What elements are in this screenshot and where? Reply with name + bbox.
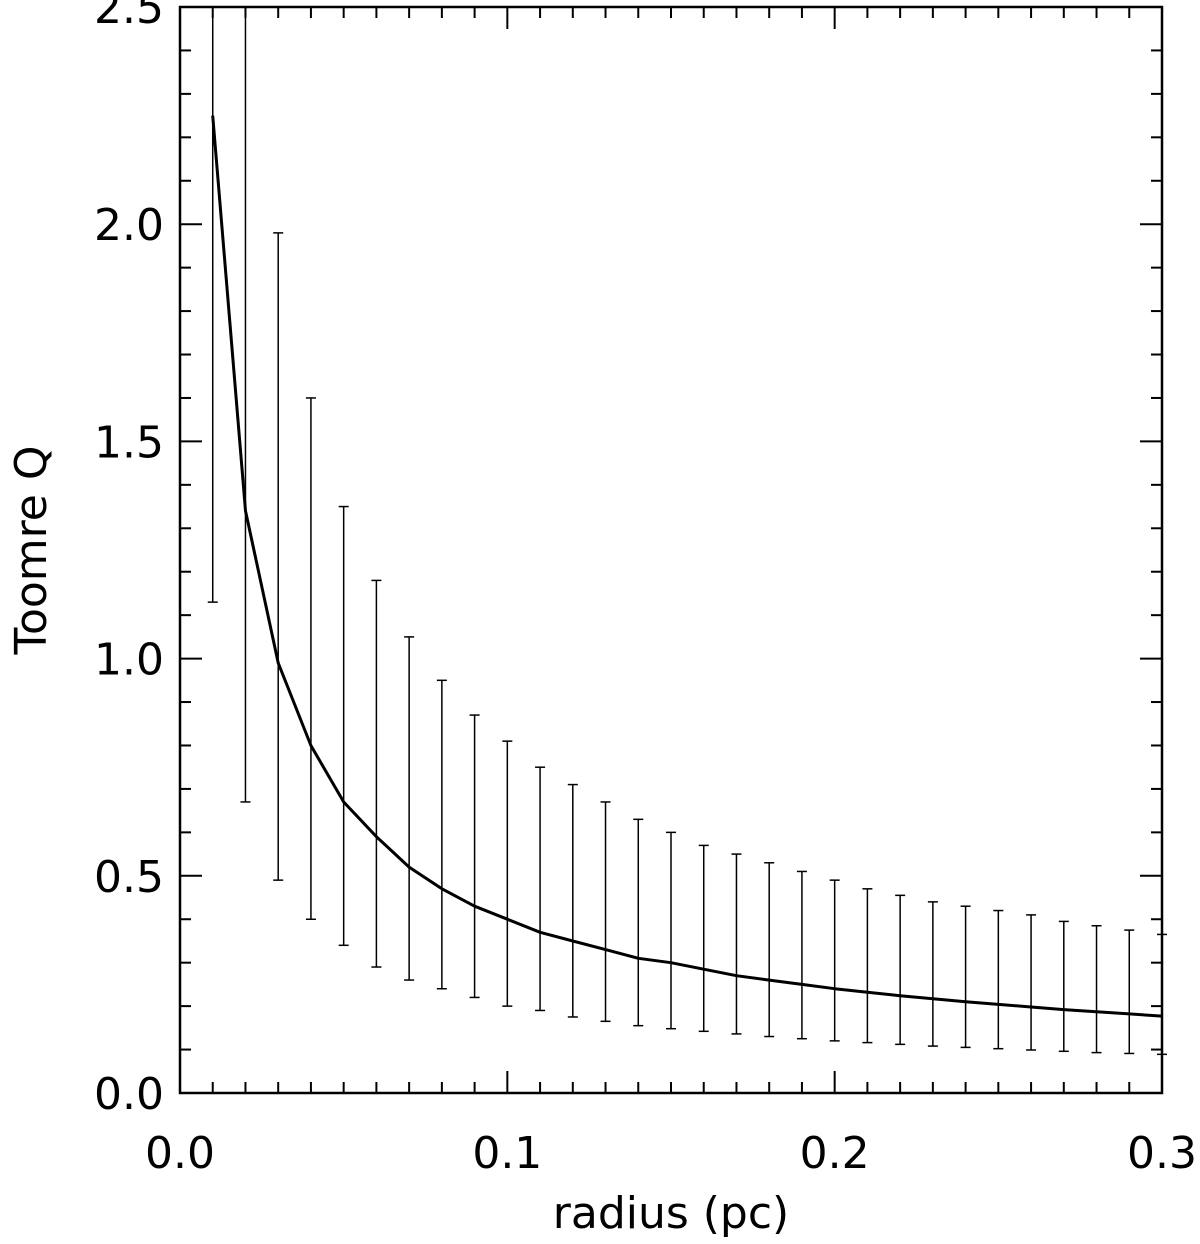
x-tick-label: 0.0 [145,1128,215,1179]
y-tick-labels: 0.0 0.5 1.0 1.5 2.0 2.5 [94,0,164,1120]
y-tick-label: 1.5 [94,417,164,468]
major-ticks [179,6,1163,1094]
x-tick-labels: 0.0 0.1 0.2 0.3 [145,1128,1197,1179]
y-tick-label: 2.0 [94,200,164,251]
x-tick-label: 0.1 [472,1128,542,1179]
y-tick-label: 1.0 [94,635,164,686]
y-tick-label: 2.5 [94,0,164,34]
y-axis-title: Toomre Q [6,446,57,656]
y-tick-label: 0.0 [94,1069,164,1120]
x-tick-label: 0.2 [800,1128,870,1179]
x-axis-title: radius (pc) [553,1188,789,1239]
error-bars [207,7,1167,1056]
toomre-q-curve [211,115,1163,1018]
x-tick-label: 0.3 [1127,1128,1197,1179]
y-tick-label: 0.5 [94,852,164,903]
